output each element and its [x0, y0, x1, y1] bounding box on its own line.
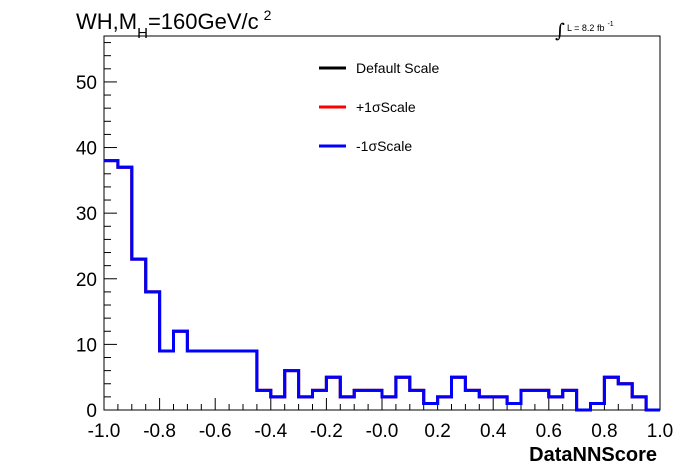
x-tick-label: 0.8	[591, 421, 617, 442]
title-value: =160GeV/c	[148, 9, 259, 34]
y-axis-ticks	[104, 42, 117, 411]
luminosity-label: L = 8.2 fb -1	[567, 21, 614, 33]
x-tick-label: 0.6	[536, 421, 562, 442]
x-tick-label: -0.2	[310, 421, 343, 442]
x-tick-label: 0.4	[480, 421, 507, 442]
y-tick-label: 30	[76, 204, 97, 225]
x-tick-label: -0.8	[143, 421, 176, 442]
y-tick-label: 40	[76, 139, 97, 160]
plot-frame	[103, 35, 661, 411]
y-tick-label: 0	[86, 401, 97, 422]
x-tick-label: -1.0	[88, 421, 121, 442]
legend-label: -1σScale	[356, 138, 412, 154]
y-tick-label: 50	[76, 73, 97, 94]
x-axis-tick-labels: -1.0 -0.8 -0.6 -0.4 -0.2 -0.0 0.2 0.4 0.6 0.8 1.0	[88, 421, 674, 442]
title-prefix: WH,M	[76, 9, 137, 34]
legend-label: Default Scale	[356, 60, 439, 76]
series-line-2	[104, 159, 660, 412]
series-layer	[104, 159, 660, 412]
luminosity-text: L = 8.2 fb	[567, 23, 604, 33]
legend: Default Scale +1σScale -1σScale	[319, 60, 439, 154]
title-subscript: H	[137, 25, 148, 42]
y-tick-label: 20	[76, 270, 97, 291]
series-line-1	[104, 159, 660, 412]
luminosity-superscript: -1	[607, 21, 613, 28]
x-tick-label: -0.6	[199, 421, 232, 442]
title-superscript: 2	[264, 7, 272, 23]
x-tick-label: 1.0	[647, 421, 673, 442]
y-axis-tick-labels: 0 10 20 30 40 50	[76, 73, 97, 422]
integral-symbol: ∫	[555, 20, 565, 42]
x-tick-label: -0.0	[366, 421, 399, 442]
series-line-0	[104, 159, 660, 412]
x-axis-title: DataNNScore	[529, 444, 657, 466]
chart-title: WH,MH=160GeV/c 2	[76, 7, 272, 42]
x-tick-label: 0.2	[424, 421, 450, 442]
legend-label: +1σScale	[356, 99, 416, 115]
y-tick-label: 10	[76, 335, 97, 356]
x-tick-label: -0.4	[254, 421, 287, 442]
